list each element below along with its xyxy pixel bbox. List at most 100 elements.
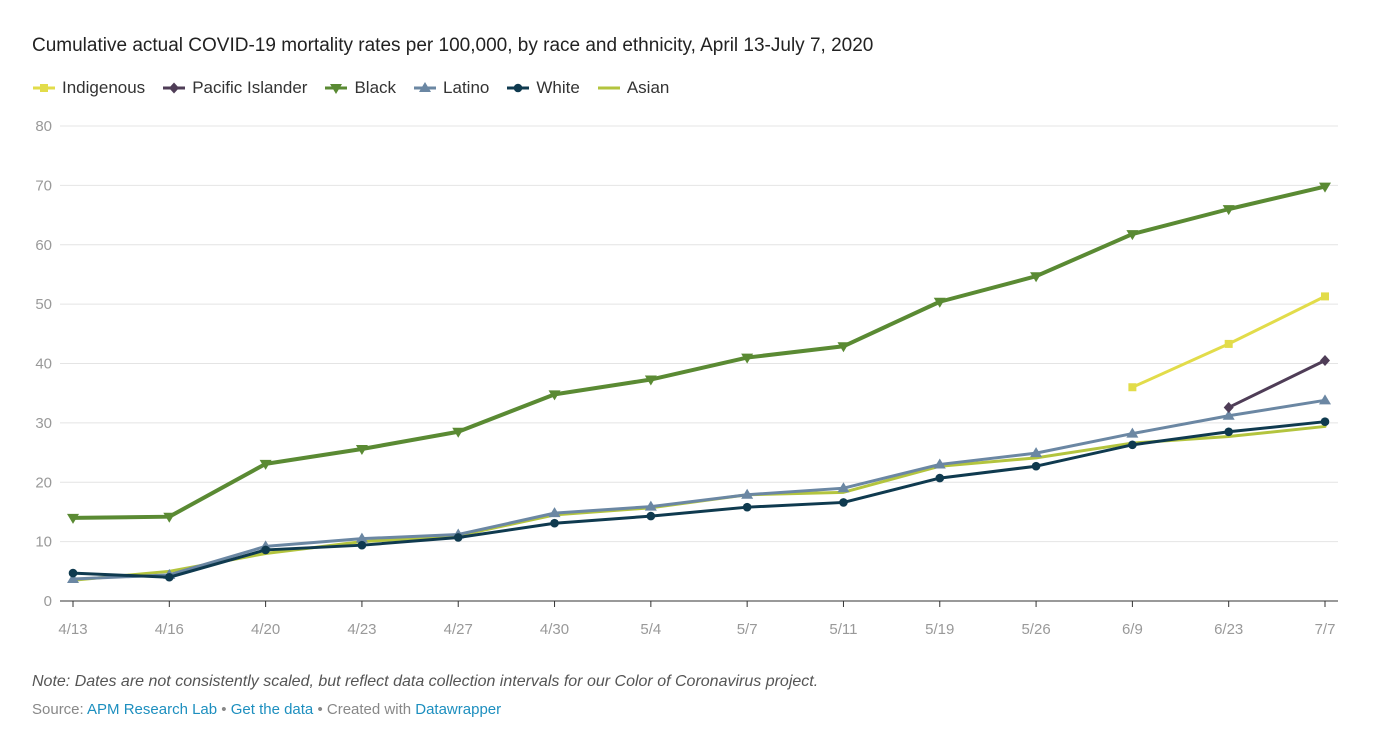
y-tick-label: 20 (35, 474, 52, 491)
series-pacific-islander (1223, 355, 1330, 413)
y-tick-label: 50 (35, 296, 52, 313)
data-point-white (839, 498, 848, 507)
data-point-black (741, 353, 754, 364)
series-black (67, 182, 1331, 524)
y-tick-label: 40 (35, 356, 52, 373)
data-point-white (357, 540, 367, 550)
data-point-white (1224, 427, 1233, 437)
legend-marker-latino (419, 82, 432, 92)
data-point-black (1319, 182, 1331, 193)
legend-item-pacific-islander: Pacific Islander (162, 78, 307, 98)
legend-swatch-indigenous (33, 84, 55, 92)
y-tick-label: 0 (44, 593, 52, 610)
data-point-black (355, 445, 368, 455)
data-point-latino (644, 500, 657, 511)
x-tick-label: 4/16 (155, 621, 184, 638)
legend-marker-indigenous (40, 84, 48, 92)
legend-item-black: Black (324, 78, 396, 98)
x-tick-label: 4/30 (540, 621, 569, 638)
y-tick-label: 10 (35, 534, 52, 551)
series-line-white (71, 420, 1327, 579)
legend-swatch-black (325, 84, 348, 94)
data-point-white (68, 568, 78, 578)
x-tick-label: 5/4 (640, 621, 661, 638)
data-point-latino (67, 573, 79, 584)
x-tick-label: 4/27 (444, 621, 473, 638)
data-point-black (1126, 230, 1139, 241)
y-tick-label: 70 (35, 177, 52, 194)
series-indigenous (1128, 292, 1329, 392)
series-white (68, 417, 1330, 582)
data-point-white (261, 545, 270, 555)
data-point-latino (548, 507, 561, 518)
data-point-black (163, 512, 176, 523)
data-point-white (165, 572, 174, 582)
legend-swatch-asian (597, 86, 620, 90)
x-tick-label: 6/23 (1214, 621, 1243, 638)
chart-note: Note: Dates are not consistently scaled,… (32, 673, 819, 690)
legend-marker-pacific-islander (169, 82, 180, 94)
y-tick-label: 60 (35, 237, 52, 254)
chart-title: Cumulative actual COVID-19 mortality rat… (32, 35, 874, 56)
legend-item-asian: Asian (597, 78, 669, 98)
series-line-latino (71, 398, 1327, 581)
x-tick-label: 5/19 (925, 621, 954, 638)
data-point-white (453, 533, 463, 542)
data-point-white (935, 473, 945, 483)
data-point-white (1128, 440, 1137, 450)
data-point-white (550, 518, 559, 528)
data-point-pacific-islander (1223, 401, 1234, 413)
data-point-black (1222, 205, 1235, 216)
legend-item-indigenous: Indigenous (32, 78, 145, 98)
x-tick-label: 6/9 (1122, 621, 1143, 638)
legend-marker-black (330, 84, 343, 94)
x-tick-label: 4/20 (251, 621, 280, 638)
legend-marker-white (514, 83, 523, 93)
legend-label-pacific-islander: Pacific Islander (192, 78, 308, 97)
legend-swatch-white (507, 83, 530, 93)
data-point-indigenous (1321, 292, 1329, 301)
y-tick-label: 30 (35, 415, 52, 432)
data-point-indigenous (1128, 383, 1137, 392)
chart-footer: Source: APM Research Lab • Get the data … (32, 701, 501, 718)
data-point-latino (741, 488, 754, 499)
data-point-white (1031, 461, 1041, 471)
data-point-pacific-islander (1320, 355, 1330, 367)
data-point-latino (1222, 409, 1235, 420)
footer-separator: • (217, 701, 231, 718)
legend-label-latino: Latino (443, 78, 490, 97)
data-point-latino (933, 458, 946, 469)
data-point-black (644, 375, 657, 386)
data-point-indigenous (1224, 339, 1233, 348)
get-data-link[interactable]: Get the data (230, 701, 314, 718)
legend-item-white: White (506, 78, 580, 98)
data-point-latino (1030, 447, 1043, 458)
source-label: Source: (32, 701, 88, 718)
data-point-black (452, 427, 465, 438)
chart-legend: Indigenous Pacific Islander Black Latino Whi… (32, 78, 686, 98)
data-point-black (933, 297, 946, 308)
series-asian (71, 424, 1327, 582)
legend-swatch-latino (414, 82, 437, 92)
series-line-asian (71, 424, 1327, 582)
x-tick-label: 5/11 (829, 621, 857, 638)
data-point-white (1320, 417, 1330, 426)
data-point-black (1030, 272, 1043, 283)
data-point-white (742, 502, 752, 512)
data-point-white (646, 511, 656, 521)
x-tick-label: 5/7 (737, 621, 758, 638)
datawrapper-link[interactable]: Datawrapper (415, 701, 502, 718)
legend-label-indigenous: Indigenous (62, 78, 146, 97)
x-tick-label: 4/23 (347, 621, 376, 638)
series-line-black (71, 184, 1327, 520)
legend-label-black: Black (354, 78, 397, 97)
created-with-label: • Created with (313, 701, 416, 718)
data-point-latino (1126, 427, 1139, 438)
data-point-black (548, 390, 561, 401)
data-point-black (67, 513, 79, 524)
series-line-pacific-islander (1227, 359, 1327, 409)
x-tick-label: 4/13 (58, 621, 87, 638)
series-latino (67, 394, 1331, 584)
source-link[interactable]: APM Research Lab (87, 701, 218, 718)
